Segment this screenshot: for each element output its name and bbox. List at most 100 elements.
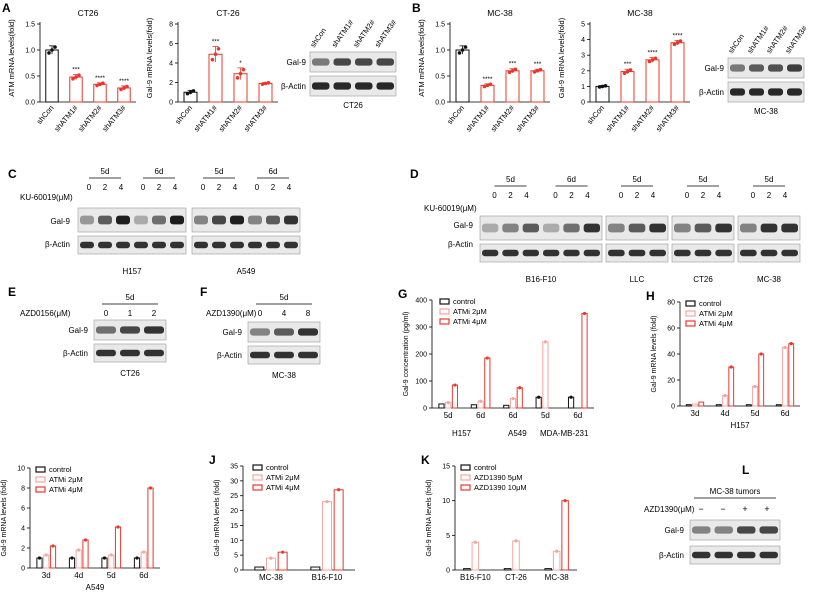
significance-mark: *: [239, 60, 242, 67]
band: [522, 249, 539, 257]
data-point: [122, 86, 126, 90]
data-point: [563, 499, 567, 503]
bar: [505, 70, 520, 103]
time-label: 5d: [765, 175, 774, 184]
cell-line-label: B16-F10: [526, 275, 557, 284]
data-point: [125, 84, 129, 89]
data-point: [269, 556, 273, 560]
data-point: [759, 352, 763, 356]
legend-entry: control: [266, 463, 289, 472]
x-tick-label: 6d: [139, 571, 148, 580]
band: [740, 249, 757, 257]
blot-frame: [309, 75, 397, 97]
x-tick-label: shATM2#: [629, 103, 657, 134]
data-point: [83, 538, 88, 542]
data-point: [101, 81, 105, 86]
data-point: [647, 59, 652, 64]
y-tick-label: 20: [230, 508, 238, 515]
legend-swatch: [252, 484, 263, 491]
band: [563, 223, 580, 233]
band: [730, 64, 745, 72]
band: [749, 64, 764, 72]
dose-label: 0: [492, 191, 497, 200]
time-label: 5d: [699, 175, 708, 184]
y-tick-label: 400: [415, 298, 427, 305]
data-point: [337, 488, 341, 492]
bar: [692, 403, 698, 407]
lane-label: shATM3#: [373, 17, 399, 49]
data-point: [650, 58, 655, 62]
y-tick-label: 0: [423, 406, 427, 413]
band: [284, 241, 298, 249]
x-tick-label: 3d: [42, 571, 51, 580]
dose-label: 8: [306, 309, 311, 318]
data-point: [188, 90, 193, 95]
dose-label: 2: [767, 191, 772, 200]
band: [120, 326, 140, 334]
data-point: [723, 394, 727, 398]
y-tick-label: 4: [169, 61, 173, 68]
data-point: [53, 45, 57, 49]
bar: [470, 404, 477, 409]
bar: [535, 396, 542, 409]
panel-letter: D: [410, 167, 419, 181]
y-tick-label: 30: [230, 478, 238, 485]
band: [312, 82, 330, 90]
data-point: [37, 556, 42, 560]
band: [312, 58, 330, 66]
treatment-label: KU-60019(μM): [424, 204, 477, 213]
band: [80, 241, 94, 249]
significance-mark: ***: [534, 61, 542, 68]
y-tick-label: 2: [581, 68, 585, 75]
x-tick-label: 5d: [541, 411, 550, 420]
y-tick-label: 1.0: [435, 48, 445, 55]
chart-title: CT-26: [216, 8, 239, 18]
data-point: [479, 399, 483, 403]
y-axis-label: Gal-9 mRNA levels (fold): [651, 315, 658, 392]
data-point: [603, 84, 608, 88]
band: [482, 223, 499, 233]
band: [96, 326, 116, 334]
dose-label: 4: [282, 309, 287, 318]
data-point: [238, 71, 243, 76]
sign-label: +: [742, 504, 747, 514]
band: [266, 215, 280, 225]
y-tick-label: 6: [169, 41, 173, 48]
legend-swatch: [35, 486, 46, 493]
y-tick-label: 1: [581, 84, 585, 91]
band: [649, 249, 666, 257]
band: [749, 88, 764, 96]
bar: [140, 551, 147, 569]
bar: [698, 401, 705, 407]
band: [694, 223, 712, 233]
bar: [685, 404, 692, 407]
band: [714, 526, 733, 534]
band: [674, 249, 691, 257]
sign-label: −: [698, 504, 703, 514]
legend-entry: ATMi 2μM: [266, 473, 300, 482]
band: [266, 241, 280, 249]
band: [194, 215, 208, 225]
band: [274, 351, 294, 359]
data-point: [628, 68, 633, 72]
data-point: [50, 48, 54, 52]
legend-swatch: [439, 318, 450, 325]
band: [608, 249, 625, 257]
legend-swatch: [439, 298, 450, 305]
band: [781, 249, 798, 257]
dose-label: 0: [751, 191, 756, 200]
panel-letter: G: [398, 287, 407, 301]
data-point: [622, 71, 627, 76]
legend-swatch: [685, 300, 696, 307]
bar: [310, 566, 321, 571]
time-label: 5d: [126, 293, 135, 302]
significance-mark: ***: [72, 66, 80, 73]
data-point: [729, 365, 733, 369]
row-label: β-Actin: [45, 240, 70, 249]
bar: [69, 76, 83, 103]
bar: [782, 347, 788, 407]
band: [80, 215, 94, 225]
dose-label: 0: [201, 183, 206, 192]
band: [250, 351, 270, 359]
data-point: [597, 85, 602, 89]
